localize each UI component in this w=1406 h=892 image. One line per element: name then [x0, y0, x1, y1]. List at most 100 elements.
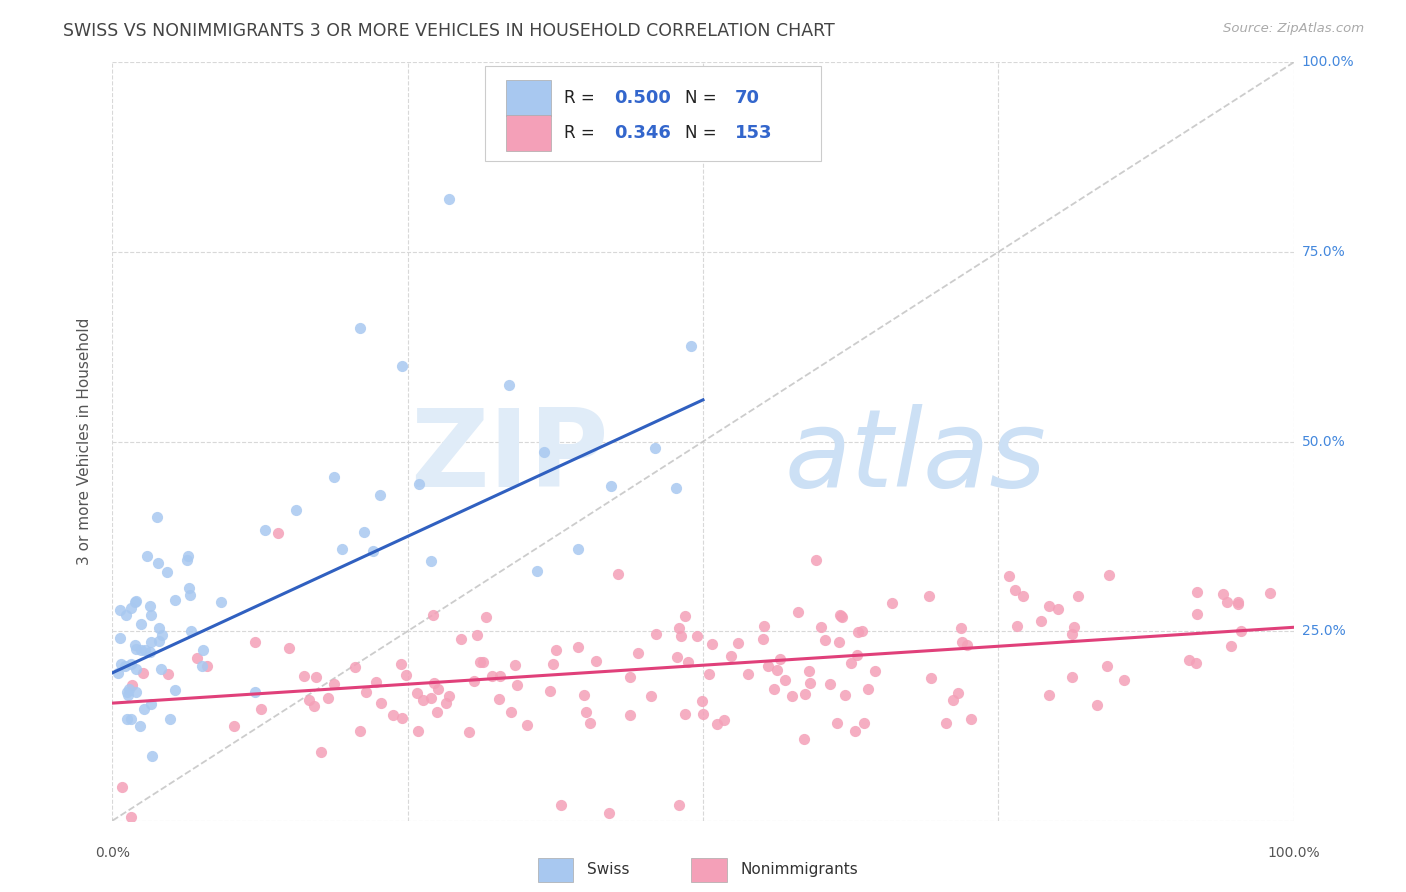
Point — [702, 636, 724, 650]
Text: SWISS VS NONIMMIGRANTS 3 OR MORE VEHICLES IN HOUSEHOLD CORRELATION CHART: SWISS VS NONIMMIGRANTS 3 OR MORE VEHICLE… — [63, 22, 835, 40]
Point — [690, 694, 713, 708]
Point — [254, 523, 277, 537]
Point — [488, 692, 510, 706]
Point — [846, 625, 869, 640]
Point — [193, 643, 215, 657]
Point — [1005, 619, 1028, 633]
Point — [1098, 568, 1121, 582]
Point — [585, 654, 607, 668]
Point — [727, 636, 749, 650]
Point — [405, 686, 427, 700]
Point — [489, 669, 512, 683]
Point — [125, 594, 148, 608]
Point — [645, 627, 668, 641]
Point — [124, 595, 146, 609]
Text: N =: N = — [685, 124, 723, 142]
Point — [370, 696, 392, 710]
Point — [673, 707, 696, 722]
Point — [471, 655, 494, 669]
Text: N =: N = — [685, 89, 723, 107]
Point — [501, 705, 523, 719]
FancyBboxPatch shape — [506, 79, 551, 116]
Point — [1258, 586, 1281, 600]
Point — [465, 628, 488, 642]
Point — [146, 556, 169, 570]
Point — [463, 674, 485, 689]
Point — [120, 657, 142, 671]
Point — [998, 569, 1021, 583]
Point — [118, 681, 141, 696]
Point — [427, 682, 450, 697]
Point — [793, 732, 815, 747]
Point — [1031, 614, 1053, 628]
Point — [697, 667, 720, 681]
Point — [673, 609, 696, 624]
Point — [356, 685, 378, 699]
Text: atlas: atlas — [785, 404, 1046, 509]
Text: R =: R = — [564, 89, 599, 107]
Point — [111, 780, 134, 795]
Point — [763, 682, 786, 697]
Point — [114, 658, 136, 673]
Point — [1004, 582, 1026, 597]
Point — [918, 589, 941, 603]
Point — [141, 749, 163, 764]
Point — [120, 600, 142, 615]
Point — [419, 691, 441, 706]
Point — [475, 609, 498, 624]
Point — [292, 668, 315, 682]
Point — [619, 707, 641, 722]
Point — [1185, 607, 1208, 622]
Point — [844, 723, 866, 738]
Point — [598, 806, 620, 821]
Point — [141, 697, 163, 711]
Point — [179, 588, 201, 602]
Point — [787, 605, 810, 619]
Point — [224, 719, 246, 733]
Point — [1230, 624, 1253, 639]
Point — [1063, 620, 1085, 634]
Point — [304, 698, 326, 713]
Point — [125, 662, 148, 676]
Point — [179, 581, 201, 595]
Y-axis label: 3 or more Vehicles in Household: 3 or more Vehicles in Household — [77, 318, 91, 566]
Point — [437, 192, 460, 206]
Point — [422, 607, 444, 622]
Point — [830, 609, 852, 624]
Point — [1038, 599, 1060, 614]
Point — [136, 549, 159, 564]
Point — [706, 717, 728, 731]
Point — [176, 553, 198, 567]
Point — [120, 810, 142, 824]
Point — [1178, 653, 1201, 667]
Point — [120, 712, 142, 726]
Text: 153: 153 — [735, 124, 772, 142]
Point — [533, 445, 555, 459]
Point — [948, 686, 970, 700]
Point — [245, 635, 267, 649]
Point — [468, 656, 491, 670]
Point — [316, 690, 339, 705]
Point — [364, 675, 387, 690]
Point — [765, 663, 787, 677]
Point — [298, 693, 321, 707]
Point — [676, 655, 699, 669]
Point — [498, 377, 520, 392]
Text: 0.346: 0.346 — [614, 124, 671, 142]
Point — [131, 665, 153, 680]
Point — [110, 657, 132, 672]
Point — [567, 542, 589, 557]
Text: R =: R = — [564, 124, 599, 142]
Point — [349, 320, 371, 334]
Point — [121, 678, 143, 692]
Point — [115, 685, 138, 699]
Point — [942, 693, 965, 707]
Point — [125, 641, 148, 656]
Point — [150, 628, 173, 642]
Text: 75.0%: 75.0% — [1302, 245, 1346, 259]
Point — [737, 666, 759, 681]
Point — [353, 524, 375, 539]
Point — [394, 668, 416, 682]
Point — [311, 745, 333, 759]
Point — [863, 664, 886, 678]
